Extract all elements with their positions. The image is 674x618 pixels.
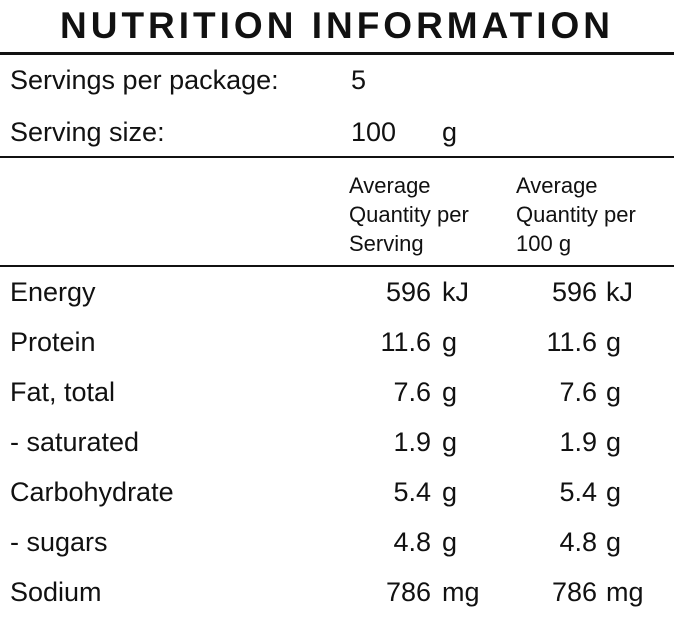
servings-label: Servings per package: [10,65,279,95]
nutrient-row-protein: Protein 11.6 g 11.6 g [0,319,674,369]
per-100g-unit: g [606,527,622,557]
per-100g-value: 5.4 [559,477,597,507]
divider-title [0,52,674,55]
per-100g-value: 1.9 [559,427,597,457]
per-serving-unit: kJ [442,277,469,307]
per-serving-value: 7.6 [393,377,431,407]
per-100g-value: 596 [551,277,597,307]
nutrient-label: Carbohydrate [10,477,174,507]
per-serving-value: 596 [385,277,431,307]
serving-size-label: Serving size: [10,117,165,147]
per-serving-value: 786 [385,577,431,607]
nutrient-label: Protein [10,327,96,357]
nutrient-label: - sugars [10,527,108,557]
per-100g-value: 11.6 [546,327,597,357]
per-serving-unit: mg [442,577,480,607]
per-serving-unit: g [442,527,458,557]
divider-header [0,265,674,267]
column-header-line: Average [349,173,431,198]
column-header-per-100g: Average Quantity per 100 g [516,171,674,258]
nutrient-row-sugars: - sugars 4.8 g 4.8 g [0,519,674,569]
nutrient-table: Energy 596 kJ 596 kJ Protein 11.6 g 11.6… [0,269,674,618]
nutrient-label: Fat, total [10,377,116,407]
nutrient-row-sodium: Sodium 786 mg 786 mg [0,569,674,618]
per-serving-unit: g [442,377,458,407]
nutrient-label: Sodium [10,577,102,607]
per-100g-unit: mg [606,577,644,607]
per-100g-unit: g [606,427,622,457]
serving-size-value: 100 [351,117,397,147]
per-100g-value: 7.6 [559,377,597,407]
column-header-line: Serving [349,231,424,256]
nutrient-row-carbohydrate: Carbohydrate 5.4 g 5.4 g [0,469,674,519]
divider-meta [0,156,674,158]
column-header-line: Quantity per [349,202,469,227]
per-serving-value: 5.4 [393,477,431,507]
panel-title: NUTRITION INFORMATION [60,5,614,46]
per-serving-unit: g [442,477,458,507]
per-serving-value: 1.9 [393,427,431,457]
servings-value: 5 [351,65,367,95]
per-100g-unit: g [606,377,622,407]
nutrient-label: Energy [10,277,96,307]
serving-size-unit: g [442,117,458,147]
per-100g-value: 4.8 [559,527,597,557]
column-header-line: Average [516,173,598,198]
per-serving-value: 11.6 [380,327,431,357]
nutrient-row-energy: Energy 596 kJ 596 kJ [0,269,674,319]
per-serving-unit: g [442,327,458,357]
per-serving-value: 4.8 [393,527,431,557]
per-100g-value: 786 [551,577,597,607]
nutrient-row-saturated: - saturated 1.9 g 1.9 g [0,419,674,469]
nutrient-label: - saturated [10,427,140,457]
per-serving-unit: g [442,427,458,457]
nutrient-row-fat-total: Fat, total 7.6 g 7.6 g [0,369,674,419]
column-header-per-serving: Average Quantity per Serving [349,171,514,258]
column-header-line: 100 g [516,231,572,256]
per-100g-unit: g [606,327,622,357]
per-100g-unit: g [606,477,622,507]
column-header-line: Quantity per [516,202,636,227]
per-100g-unit: kJ [606,277,633,307]
